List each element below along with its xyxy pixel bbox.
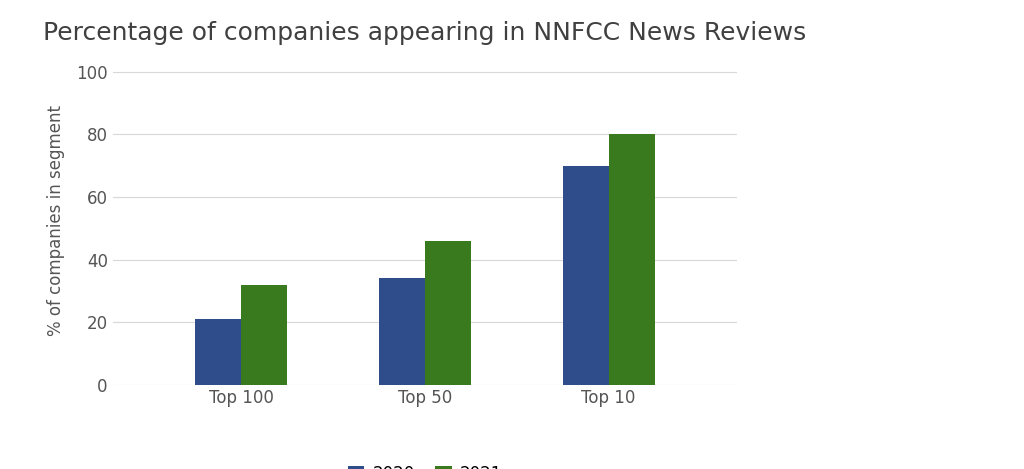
Bar <box>242 285 287 385</box>
Y-axis label: % of companies in segment: % of companies in segment <box>47 105 66 336</box>
Bar <box>196 319 242 385</box>
Title: Percentage of companies appearing in NNFCC News Reviews: Percentage of companies appearing in NNF… <box>43 21 807 45</box>
Bar <box>379 278 425 385</box>
Bar <box>425 241 471 385</box>
Bar <box>608 135 654 385</box>
Bar <box>563 166 608 385</box>
Legend: 2020, 2021: 2020, 2021 <box>347 465 503 469</box>
